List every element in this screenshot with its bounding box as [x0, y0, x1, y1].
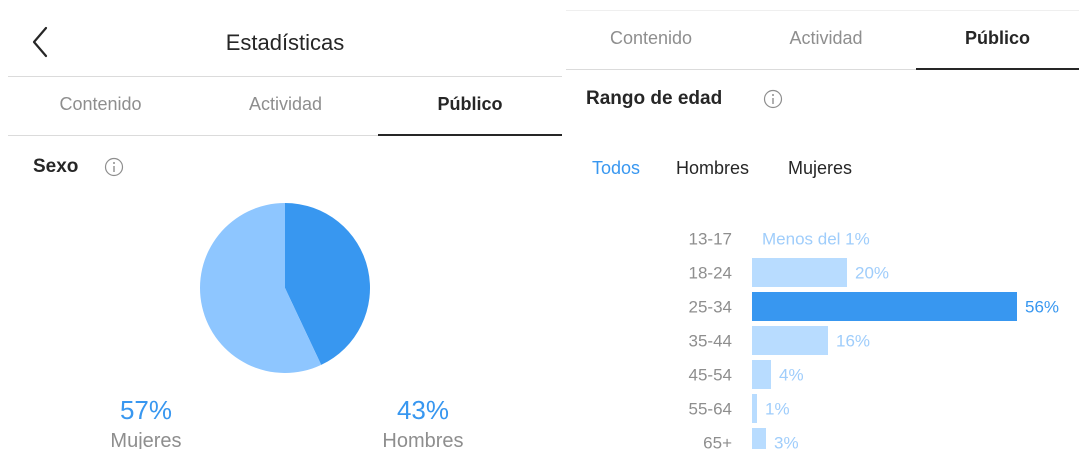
age-bar	[752, 394, 757, 423]
page-title: Estadísticas	[8, 30, 562, 56]
info-icon[interactable]	[104, 157, 124, 177]
age-bar	[752, 428, 766, 449]
tab-contenido[interactable]: Contenido	[8, 77, 193, 135]
age-value-label: 4%	[779, 366, 804, 385]
age-value-label: 3%	[774, 434, 799, 449]
tab-publico[interactable]: Público	[378, 77, 562, 135]
age-category-label: 25-34	[689, 298, 732, 317]
age-insights-panel: Contenido Actividad Público Rango de eda…	[566, 0, 1079, 449]
age-category-label: 65+	[703, 434, 732, 449]
pie-label-hombres: Hombres	[353, 430, 493, 449]
age-value-label: Menos del 1%	[762, 230, 870, 249]
top-bar: Estadísticas	[8, 8, 562, 77]
tab-bar: Contenido Actividad Público	[8, 77, 562, 136]
age-category-label: 13-17	[689, 230, 732, 249]
age-bar	[752, 326, 828, 355]
age-category-label: 18-24	[689, 264, 732, 283]
age-category-label: 35-44	[689, 332, 732, 351]
age-bar	[752, 258, 847, 287]
age-bar	[752, 292, 1017, 321]
age-value-label: 16%	[836, 332, 870, 351]
age-value-label: 20%	[855, 264, 889, 283]
age-category-label: 55-64	[689, 400, 732, 419]
pie-value-hombres: 43%	[363, 395, 483, 426]
tab-actividad[interactable]: Actividad	[193, 77, 378, 135]
section-title-sexo: Sexo	[33, 156, 78, 178]
age-value-label: 1%	[765, 400, 790, 419]
gender-insights-panel: Estadísticas Contenido Actividad Público…	[0, 0, 562, 449]
age-category-label: 45-54	[689, 366, 732, 385]
age-value-label: 56%	[1025, 298, 1059, 317]
gender-pie-chart	[199, 202, 371, 374]
pie-label-mujeres: Mujeres	[76, 430, 216, 449]
age-range-bar-chart: 13-17 Menos del 1% 18-24 20% 25-34 56% 35-44 16…	[566, 0, 1079, 449]
pie-value-mujeres: 57%	[86, 395, 206, 426]
age-bar	[752, 360, 771, 389]
